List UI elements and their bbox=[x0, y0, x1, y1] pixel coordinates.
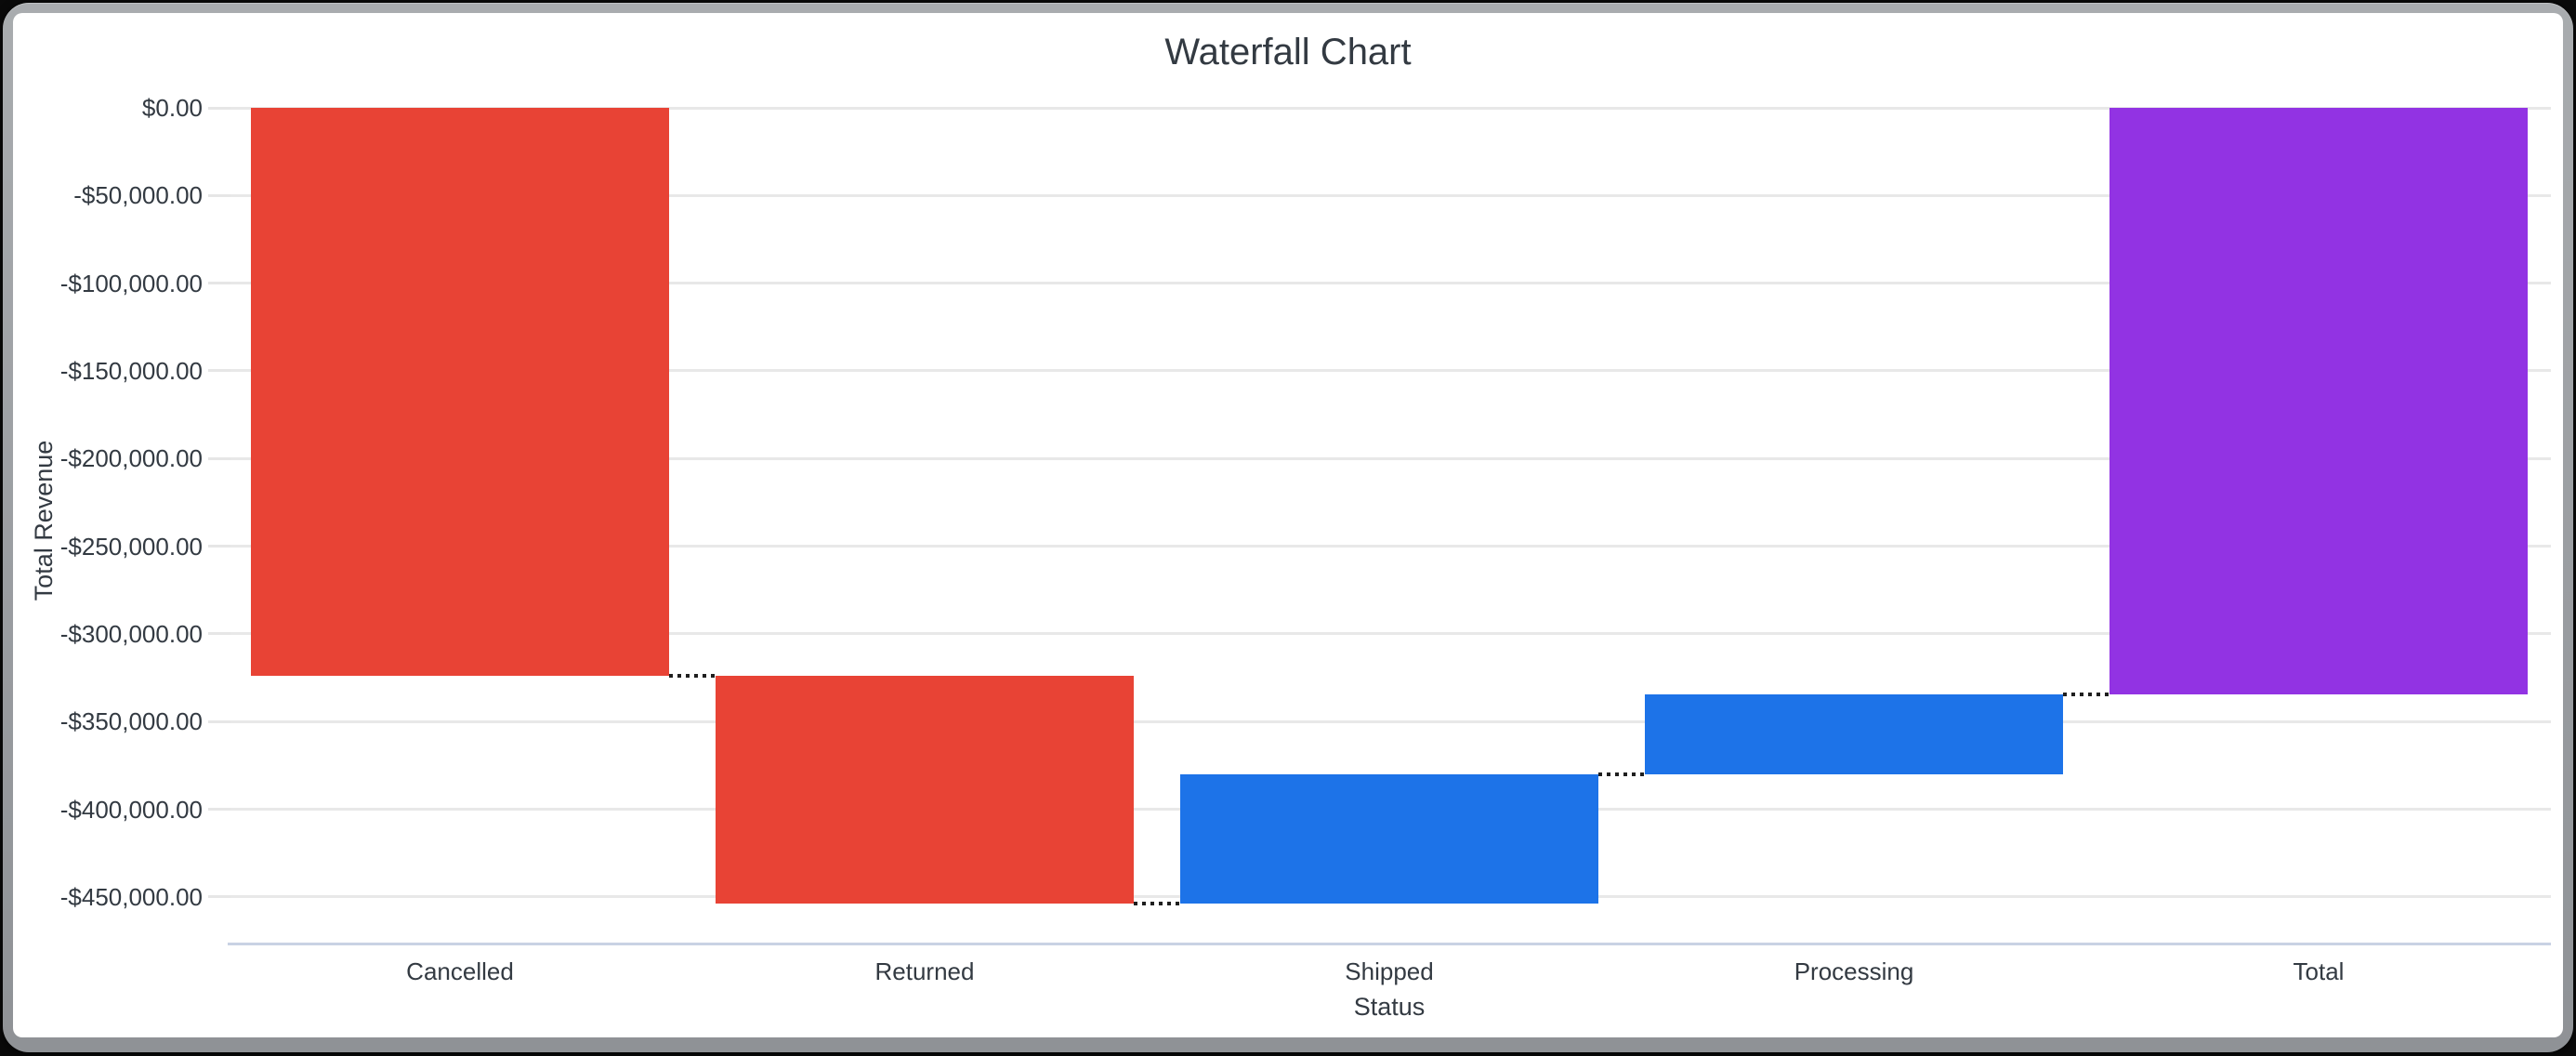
y-axis-tick bbox=[208, 193, 230, 197]
y-axis-tick bbox=[208, 369, 230, 373]
x-tick-label: Processing bbox=[1794, 957, 1914, 985]
y-axis-title: Total Revenue bbox=[30, 440, 58, 601]
y-gridline bbox=[228, 632, 2551, 636]
y-tick-label: -$300,000.00 bbox=[59, 619, 203, 648]
y-axis-tick bbox=[208, 106, 230, 110]
y-gridline bbox=[228, 369, 2551, 373]
x-tick-label: Shipped bbox=[1345, 957, 1434, 985]
y-tick-label: -$350,000.00 bbox=[59, 707, 203, 736]
y-tick-label: -$150,000.00 bbox=[59, 356, 203, 385]
x-axis-line bbox=[228, 942, 2551, 945]
y-tick-label: -$200,000.00 bbox=[59, 444, 203, 473]
bar-shipped[interactable] bbox=[1180, 773, 1598, 904]
y-tick-label: -$450,000.00 bbox=[59, 882, 203, 911]
y-axis-tick bbox=[208, 632, 230, 636]
bar-returned[interactable] bbox=[716, 676, 1134, 904]
bar-cancelled[interactable] bbox=[251, 108, 669, 677]
y-axis-tick bbox=[208, 719, 230, 723]
y-gridline bbox=[228, 106, 2551, 110]
y-axis-tick bbox=[208, 282, 230, 285]
bar-processing[interactable] bbox=[1645, 693, 2063, 774]
y-axis-tick bbox=[208, 545, 230, 548]
y-gridline bbox=[228, 456, 2551, 460]
y-tick-label: -$50,000.00 bbox=[73, 181, 203, 210]
y-gridline bbox=[228, 193, 2551, 197]
window-frame: Waterfall Chart Total Revenue Status $0.… bbox=[3, 3, 2573, 1052]
y-gridline bbox=[228, 282, 2551, 285]
x-tick-label: Returned bbox=[874, 957, 975, 985]
chart-title: Waterfall Chart bbox=[1164, 32, 1412, 73]
x-tick-label: Cancelled bbox=[406, 957, 514, 985]
x-axis-title: Status bbox=[1353, 993, 1426, 1021]
waterfall-connector bbox=[2063, 692, 2109, 696]
y-axis-tick bbox=[208, 456, 230, 460]
y-tick-label: $0.00 bbox=[141, 94, 203, 122]
y-gridline bbox=[228, 545, 2551, 548]
y-tick-label: -$250,000.00 bbox=[59, 532, 203, 561]
waterfall-connector bbox=[669, 674, 716, 679]
y-gridline bbox=[228, 719, 2551, 723]
waterfall-connector bbox=[1598, 772, 1645, 776]
y-axis-tick bbox=[208, 895, 230, 899]
bar-total[interactable] bbox=[2109, 108, 2528, 694]
y-axis-tick bbox=[208, 808, 230, 812]
y-tick-label: -$100,000.00 bbox=[59, 269, 203, 297]
y-tick-label: -$400,000.00 bbox=[59, 795, 203, 824]
x-tick-label: Total bbox=[2293, 957, 2345, 985]
chart-canvas: Waterfall Chart Total Revenue Status $0.… bbox=[13, 13, 2563, 1037]
waterfall-connector bbox=[1134, 901, 1180, 905]
